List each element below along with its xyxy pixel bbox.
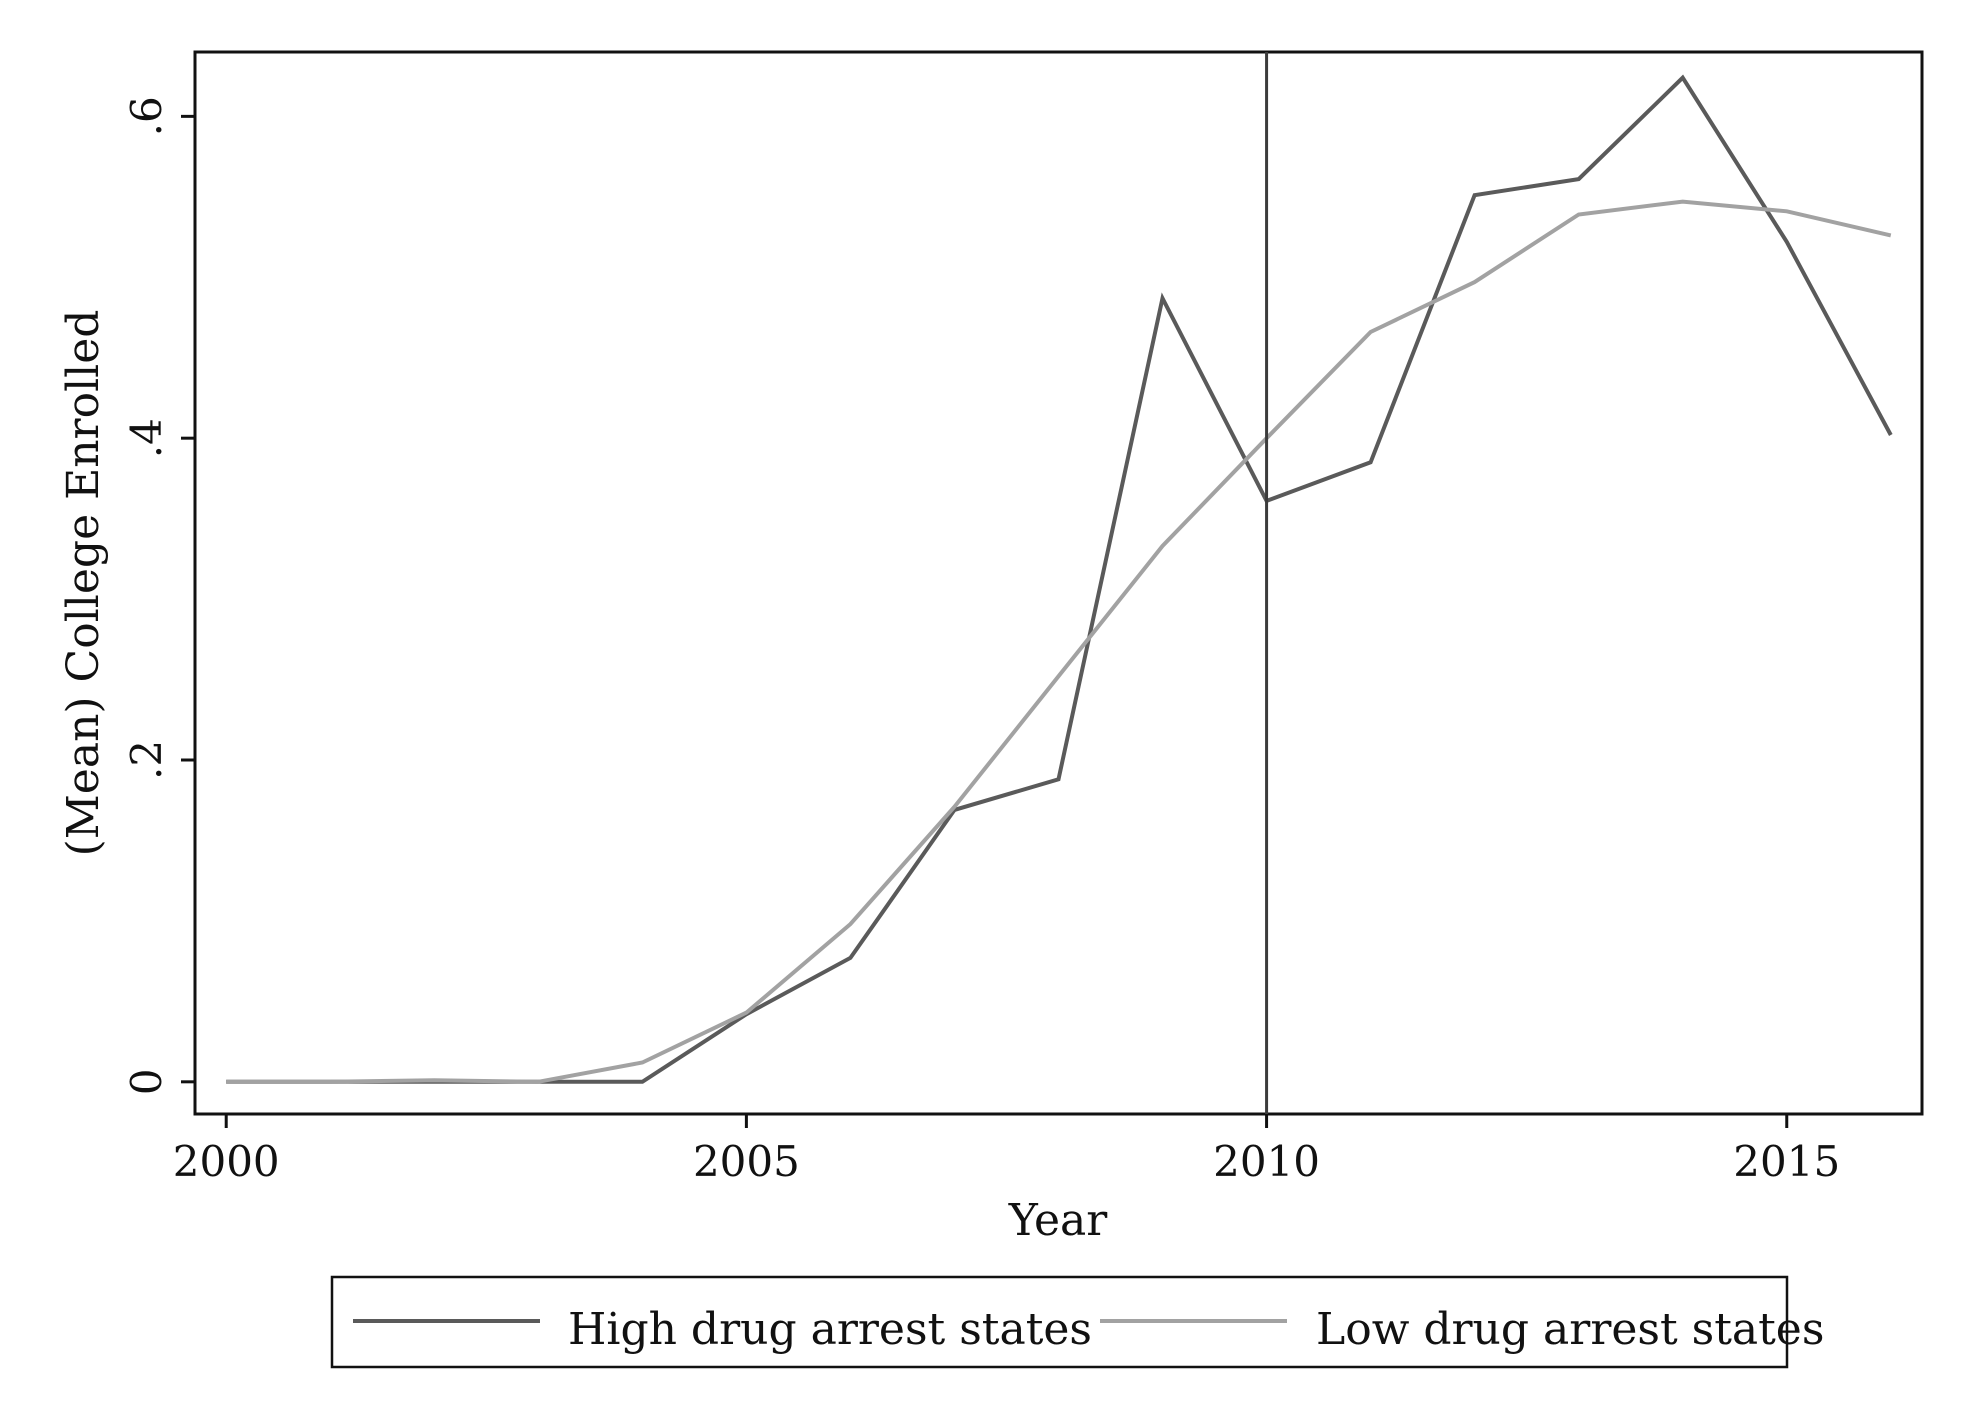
x-axis-title: Year	[1008, 1195, 1108, 1246]
x-tick-label: 2000	[173, 1137, 280, 1186]
legend: High drug arrest states Low drug arrest …	[330, 1275, 1824, 1369]
y-tick-label: .4	[122, 418, 171, 458]
y-tick-label: .2	[122, 740, 171, 780]
x-axis: 2000 2005 2010 2015	[173, 1114, 1840, 1186]
series-line-1	[226, 199, 1892, 1084]
series-layer	[226, 74, 1893, 1084]
y-axis-title: (Mean) College Enrolled	[58, 310, 109, 857]
x-tick-label: 2015	[1733, 1137, 1840, 1186]
x-tick-label: 2005	[693, 1137, 800, 1186]
y-tick-label: 0	[122, 1068, 171, 1095]
plot-frame	[193, 50, 1924, 1116]
x-tick-label: 2010	[1213, 1137, 1320, 1186]
legend-label-high-drug-arrest: High drug arrest states	[568, 1304, 1092, 1355]
legend-box	[330, 1275, 1789, 1369]
legend-label-low-drug-arrest: Low drug arrest states	[1316, 1304, 1824, 1355]
y-tick-label: .6	[122, 96, 171, 136]
y-axis: 0 .2 .4 .6	[122, 96, 195, 1095]
